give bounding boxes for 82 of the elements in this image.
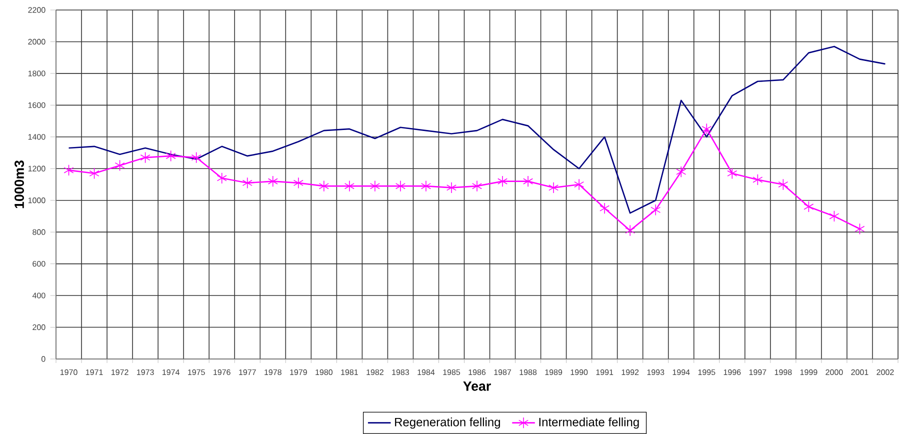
point: [804, 200, 814, 212]
x-tick-label: 1985: [443, 369, 460, 376]
x-tick-label: 1982: [366, 369, 384, 376]
point: [727, 168, 738, 180]
x-tick-label: 1981: [341, 369, 358, 376]
x-tick-label: 1999: [800, 369, 818, 376]
x-tick-label: 1997: [749, 369, 766, 376]
x-tick-label: 1983: [392, 369, 410, 376]
point: [650, 204, 661, 216]
legend-label: Intermediate felling: [539, 418, 639, 429]
x-axis-title: Year: [463, 382, 491, 391]
point: [242, 177, 252, 189]
x-tick-label: 1994: [672, 369, 690, 376]
x-tick-label: 2001: [851, 369, 868, 376]
point: [523, 176, 534, 188]
point: [395, 180, 406, 192]
y-tick-label: 1600: [28, 102, 46, 108]
point: [548, 182, 559, 194]
x-tick-label: 1992: [622, 369, 639, 376]
y-axis-title: 1000m3: [14, 160, 24, 208]
y-tick-label: 400: [32, 292, 46, 298]
point: [140, 152, 150, 164]
y-tick-label: 600: [32, 260, 46, 267]
x-tick-label: 1974: [162, 369, 180, 376]
point: [854, 223, 865, 235]
y-tick-label: 0: [41, 356, 46, 362]
point: [166, 150, 176, 162]
x-tick-label: 1996: [724, 369, 741, 376]
point: [268, 176, 278, 188]
legend-label: Regeneration felling: [395, 418, 500, 429]
y-tick-label: 1800: [28, 70, 46, 76]
point: [600, 202, 610, 214]
point: [778, 178, 788, 190]
y-tick-label: 800: [32, 229, 46, 235]
point: [216, 172, 227, 184]
x-tick-label: 1976: [214, 369, 230, 376]
y-tick-label: 200: [32, 324, 46, 330]
x-tick-label: 1988: [520, 369, 537, 376]
point: [318, 180, 329, 192]
point: [676, 166, 686, 178]
point: [574, 178, 584, 190]
point: [625, 224, 636, 236]
x-tick-label: 1990: [570, 369, 588, 376]
point: [64, 164, 74, 176]
point: [114, 160, 125, 172]
y-tick-label: 1400: [28, 134, 46, 140]
y-tick-label: 1000: [28, 198, 46, 204]
point: [370, 180, 380, 192]
x-tick-label: 1971: [86, 369, 103, 376]
x-tick-label: 1989: [545, 369, 562, 376]
x-tick-label: 1986: [468, 369, 486, 376]
point: [420, 180, 431, 192]
point: [498, 176, 508, 188]
y-tick-label: 1200: [28, 166, 46, 172]
x-tick-label: 1984: [418, 369, 435, 376]
x-tick-label: 1987: [494, 369, 512, 376]
x-tick-label: 1977: [239, 369, 256, 376]
x-tick-label: 1995: [698, 369, 716, 376]
x-tick-label: 1991: [596, 369, 614, 376]
x-tick-label: 1975: [188, 369, 205, 376]
point: [472, 180, 482, 192]
point: [829, 210, 840, 222]
point: [191, 152, 202, 164]
x-tick-label: 2002: [876, 369, 894, 376]
x-tick-label: 1998: [774, 369, 792, 376]
x-tick-label: 1973: [137, 369, 154, 376]
y-tick-label: 2200: [28, 7, 46, 13]
x-tick-label: 1979: [290, 369, 307, 376]
line-series: [68, 46, 886, 214]
point: [89, 168, 100, 180]
point: [446, 182, 457, 194]
point: [702, 123, 712, 135]
x-tick-label: 2000: [826, 369, 843, 376]
point: [752, 174, 763, 186]
x-tick-label: 1972: [112, 369, 128, 376]
point: [293, 177, 304, 189]
x-tick-label: 1970: [60, 369, 78, 376]
point: [344, 180, 354, 192]
y-tick-label: 2000: [28, 38, 46, 45]
x-tick-label: 1980: [316, 369, 332, 376]
x-tick-label: 1978: [264, 369, 282, 376]
x-tick-label: 1993: [647, 369, 664, 376]
